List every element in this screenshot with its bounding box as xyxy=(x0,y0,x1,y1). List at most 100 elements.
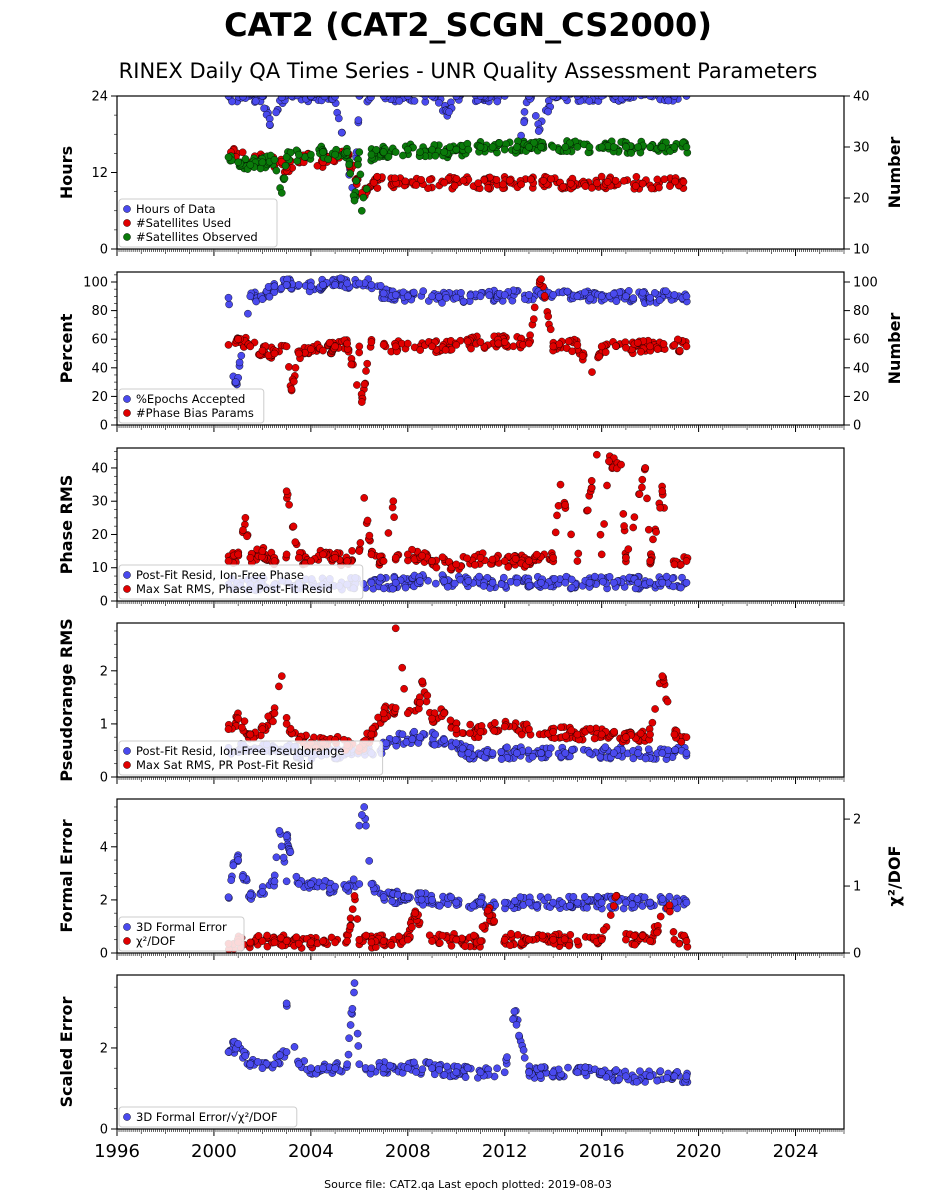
figure-title: CAT2 (CAT2_SCGN_CS2000) xyxy=(224,6,712,44)
data-point xyxy=(373,172,382,181)
data-point xyxy=(403,550,412,559)
y-tick-label: 20 xyxy=(91,528,108,543)
data-point xyxy=(476,554,485,562)
data-point xyxy=(224,341,233,349)
data-point xyxy=(677,583,685,592)
data-point xyxy=(646,730,654,739)
data-point xyxy=(573,730,582,739)
data-point xyxy=(416,346,425,354)
data-point xyxy=(362,88,369,95)
y-right-tick-label: 1 xyxy=(853,880,861,895)
legend-marker xyxy=(123,409,131,417)
legend-marker xyxy=(123,761,131,769)
data-point xyxy=(293,96,301,100)
data-point xyxy=(270,282,279,291)
data-point xyxy=(459,176,468,185)
data-point xyxy=(506,578,515,586)
data-point xyxy=(224,893,233,902)
data-point xyxy=(634,96,638,97)
data-point xyxy=(513,143,521,151)
data-point xyxy=(285,363,293,371)
data-point xyxy=(403,145,412,154)
data-point xyxy=(554,501,563,510)
data-point xyxy=(234,158,242,167)
data-point xyxy=(537,578,545,587)
data-point xyxy=(665,892,674,901)
data-point xyxy=(265,120,274,129)
y-right-axis-label: Number xyxy=(885,137,904,209)
y-right-tick-label: 100 xyxy=(853,276,878,291)
data-point xyxy=(354,160,362,169)
data-point xyxy=(610,578,618,587)
data-point xyxy=(287,385,296,394)
data-point xyxy=(224,557,233,565)
data-point xyxy=(469,901,478,910)
legend-label: %Epochs Accepted xyxy=(136,392,245,406)
data-point xyxy=(403,709,412,718)
data-point xyxy=(358,811,366,819)
data-point xyxy=(343,339,352,348)
y-right-tick-label: 40 xyxy=(853,361,870,376)
data-point xyxy=(391,578,400,587)
data-point xyxy=(246,730,255,739)
data-point xyxy=(655,296,664,305)
y-tick-label: 60 xyxy=(91,333,108,348)
data-point xyxy=(258,547,267,555)
data-point xyxy=(459,297,468,306)
data-point xyxy=(388,585,397,593)
data-point xyxy=(443,583,452,591)
data-point xyxy=(593,892,602,901)
data-point xyxy=(611,96,620,100)
data-point xyxy=(567,179,575,188)
y-tick-label: 0 xyxy=(100,595,108,610)
data-point xyxy=(446,143,454,151)
data-point xyxy=(518,730,526,739)
data-point xyxy=(307,880,315,888)
data-point xyxy=(272,166,281,175)
data-point xyxy=(293,87,300,94)
data-point xyxy=(382,739,390,748)
data-point xyxy=(367,550,376,559)
data-point xyxy=(442,294,451,302)
data-point xyxy=(550,575,559,583)
data-point xyxy=(225,300,233,309)
data-point xyxy=(370,178,378,187)
data-point xyxy=(228,97,236,106)
y-tick-label: 24 xyxy=(91,90,108,105)
legend-marker xyxy=(123,747,131,755)
data-point xyxy=(260,104,268,113)
data-point xyxy=(319,148,327,156)
data-point xyxy=(510,897,519,905)
data-point xyxy=(530,138,538,147)
data-point xyxy=(365,857,374,865)
data-point xyxy=(384,529,393,537)
data-point xyxy=(513,578,521,587)
data-point xyxy=(627,149,636,157)
data-point xyxy=(343,148,352,156)
data-point xyxy=(390,513,398,522)
data-point xyxy=(503,743,511,752)
data-point xyxy=(280,88,287,95)
data-point xyxy=(367,96,375,101)
data-point xyxy=(595,352,604,361)
data-point xyxy=(289,522,298,531)
data-point xyxy=(399,88,406,95)
data-point xyxy=(596,530,605,539)
data-point xyxy=(416,148,424,156)
data-point xyxy=(544,312,553,321)
data-point xyxy=(458,744,467,753)
data-point xyxy=(258,346,267,355)
data-point xyxy=(561,578,570,587)
y-tick-label: 100 xyxy=(83,276,108,291)
data-point xyxy=(475,572,484,581)
legend-marker xyxy=(123,233,131,241)
legend-marker xyxy=(123,571,131,579)
data-point xyxy=(597,292,606,301)
data-point xyxy=(343,557,352,565)
y-right-tick-label: 2 xyxy=(853,813,861,828)
data-point xyxy=(525,291,533,299)
data-point xyxy=(679,178,688,186)
